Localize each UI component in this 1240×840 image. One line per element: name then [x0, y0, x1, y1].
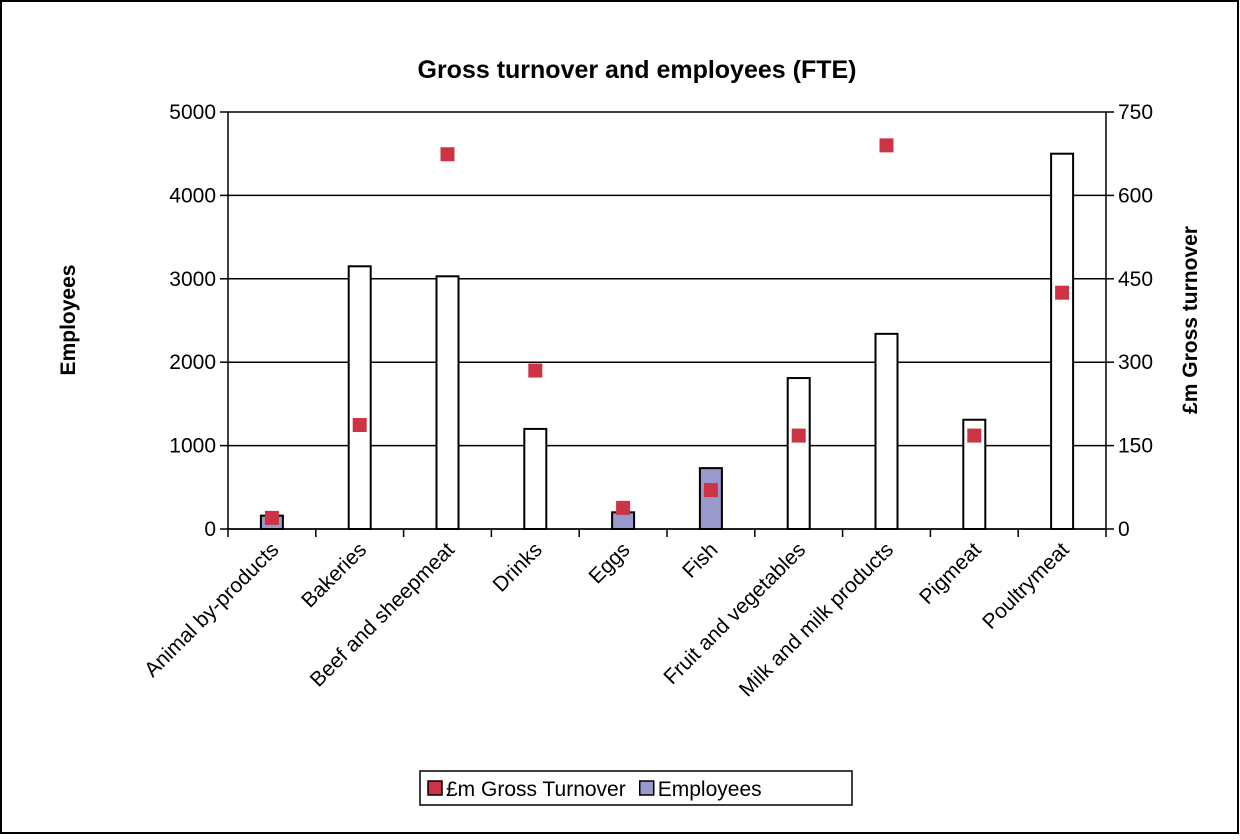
y2-tick-label: 300 — [1118, 351, 1153, 374]
legend-swatch — [638, 780, 655, 796]
y-tick-label: 3000 — [169, 268, 216, 291]
bar — [435, 275, 460, 530]
legend: £m Gross Turnover Employees — [419, 770, 853, 806]
marker — [1055, 285, 1070, 300]
legend-label: £m Gross Turnover — [446, 778, 626, 801]
marker — [791, 428, 806, 443]
legend-label: Employees — [658, 778, 762, 801]
y-tick-label: 4000 — [169, 184, 216, 207]
y-tick-label: 2000 — [169, 351, 216, 374]
y-tick-label: 0 — [204, 518, 216, 541]
y2-tick-label: 450 — [1118, 268, 1153, 291]
bar — [698, 467, 723, 531]
y2-tick-label: 150 — [1118, 435, 1153, 458]
y2-axis-title: £m Gross turnover — [1179, 226, 1202, 414]
marker — [967, 428, 982, 443]
y-tick-label: 5000 — [169, 101, 216, 124]
y-axis-title: Employees — [57, 265, 80, 376]
marker — [879, 138, 894, 153]
bar — [1050, 152, 1075, 530]
marker — [703, 483, 718, 498]
marker — [264, 510, 279, 525]
legend-box — [419, 770, 853, 806]
y2-tick-label: 0 — [1118, 518, 1130, 541]
marker — [528, 363, 543, 378]
axes — [220, 111, 1114, 537]
marker — [616, 500, 631, 515]
bar — [874, 332, 899, 530]
legend-swatch — [427, 780, 443, 796]
chart-title: Gross turnover and employees (FTE) — [418, 56, 857, 84]
marker — [352, 418, 367, 433]
y2-tick-label: 750 — [1118, 101, 1153, 124]
y-tick-label: 1000 — [169, 435, 216, 458]
bar — [523, 427, 548, 531]
marker — [440, 147, 455, 162]
bar — [347, 265, 372, 530]
markers — [264, 138, 1070, 525]
bar — [786, 377, 811, 530]
y2-tick-label: 600 — [1118, 184, 1153, 207]
